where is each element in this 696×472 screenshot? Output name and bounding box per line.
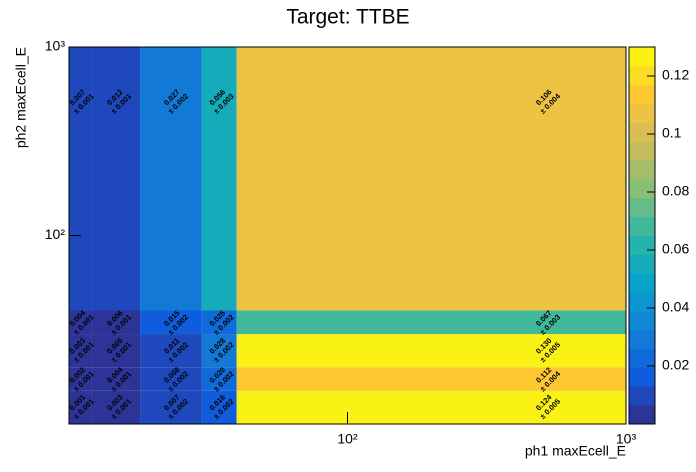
heatmap-cell — [236, 47, 626, 311]
colorbar-tick-label: 0.08 — [662, 183, 689, 199]
x-axis-label: ph1 maxEcell_E — [525, 443, 626, 459]
colorbar-level — [629, 47, 655, 67]
colorbar-tick-label: 0.02 — [662, 357, 689, 373]
heatmap-cell — [69, 334, 92, 368]
y-axis-label: ph2 maxEcell_E — [13, 47, 29, 148]
colorbar-level — [629, 197, 655, 218]
colorbar-tick-label: 0.1 — [662, 125, 682, 141]
colorbar-level — [629, 84, 655, 105]
colorbar-level — [629, 254, 655, 274]
chart-title: Target: TTBE — [286, 6, 409, 29]
colorbar-level — [629, 367, 655, 387]
heatmap-cell — [91, 310, 141, 335]
colorbar-level — [629, 178, 655, 199]
heatmap-cell — [140, 310, 202, 335]
heatmap-cell — [91, 334, 141, 368]
colorbar-level — [629, 103, 655, 123]
colorbar-level — [629, 348, 655, 368]
colorbar-level — [629, 216, 655, 236]
colorbar-level — [629, 141, 655, 161]
colorbar-level — [629, 329, 655, 350]
heatmap-cell — [69, 367, 92, 391]
colorbar-level — [629, 273, 655, 293]
heatmap-cell — [201, 47, 237, 311]
colorbar-level — [629, 310, 655, 331]
heatmap-cell — [236, 310, 626, 335]
heatmap-cell — [201, 390, 237, 424]
y-tick-label: 10³ — [45, 38, 66, 54]
colorbar-level — [629, 160, 655, 180]
colorbar-tick-label: 0.04 — [662, 299, 689, 315]
heatmap-cell — [140, 334, 202, 368]
heatmap-cell — [236, 334, 626, 368]
cells — [69, 47, 626, 424]
x-tick-label: 10³ — [616, 431, 637, 447]
colorbar-level — [629, 235, 655, 255]
heatmap-cell — [69, 310, 92, 335]
heatmap-cell — [140, 47, 202, 311]
x-tick-label: 10² — [337, 431, 358, 447]
heatmap-cell — [91, 47, 141, 311]
heatmap-cell — [91, 367, 141, 391]
heatmap-cell — [201, 310, 237, 335]
heatmap-cell — [236, 367, 626, 391]
heatmap-cell — [236, 390, 626, 424]
y-tick-label: 10² — [45, 226, 66, 242]
colorbar-tick-label: 0.06 — [662, 241, 689, 257]
heatmap-cell — [140, 367, 202, 391]
colorbar-level — [629, 292, 655, 312]
heatmap-cell — [91, 390, 141, 424]
heatmap-cell — [201, 367, 237, 391]
colorbar-tick-label: 0.12 — [662, 67, 689, 83]
colorbar-level — [629, 386, 655, 406]
colorbar-level — [629, 65, 655, 86]
colorbar-frame — [628, 46, 656, 425]
heatmap-cell — [69, 390, 92, 424]
colorbar-level — [629, 405, 655, 425]
heatmap-cell — [69, 47, 92, 311]
heatmap-cell — [201, 334, 237, 368]
heatmap-cell — [140, 390, 202, 424]
colorbar-level — [629, 122, 655, 142]
